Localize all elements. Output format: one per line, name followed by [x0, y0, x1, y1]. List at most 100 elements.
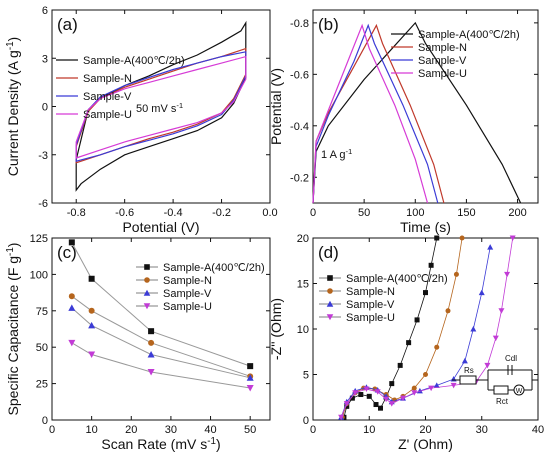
y-tick-label: -6	[38, 198, 48, 210]
data-point	[148, 339, 155, 346]
data-point	[68, 239, 75, 246]
data-point	[411, 385, 417, 391]
data-point	[509, 235, 516, 241]
gcd-curve	[312, 21, 522, 204]
panel-c: 0 10 20 30 40 50 0 25 50 75 100 125 Scan Rate (mV s-…	[5, 233, 271, 452]
cdl-label: Cdl	[505, 354, 517, 363]
panel-a: -0.8 -0.6 -0.4 -0.2 0.0 -6 -3 0 3 6 Potential (V) C…	[5, 5, 278, 235]
rs-label: Rs	[464, 366, 474, 375]
legend-marker	[326, 314, 334, 321]
panel-b: 0 50 100 150 200 -0.2 -0.4 -0.6 -0.8 Time (s) Pote…	[268, 9, 539, 235]
legend: Sample-A(400℃/2h)Sample-NSample-VSample-…	[391, 29, 520, 80]
data-point	[470, 326, 477, 332]
legend-marker	[326, 300, 334, 307]
series-line	[71, 242, 251, 367]
x-tick-label: 40	[204, 424, 216, 436]
legend-label: Sample-N	[346, 286, 395, 298]
data-point	[246, 384, 254, 392]
x-tick-label: 100	[406, 207, 424, 219]
annotation: 50 mV s-1	[136, 101, 183, 116]
y-tick-label: -0.2	[290, 172, 309, 184]
data-point	[383, 396, 390, 403]
plot-frame	[312, 9, 539, 204]
data-point	[478, 289, 485, 296]
data-point	[492, 335, 499, 342]
x-axis-label: Potential (V)	[122, 219, 199, 235]
panel-label: (c)	[57, 243, 77, 262]
x-tick-label: 0.0	[262, 207, 277, 219]
legend-label: Sample-A(400℃/2h)	[346, 273, 448, 285]
rs-resistor	[459, 375, 477, 385]
y-tick-label: 5	[303, 370, 309, 382]
x-tick-label: -0.4	[164, 207, 183, 219]
y-tick-label: 3	[42, 53, 48, 65]
data-point	[247, 363, 254, 370]
legend-label: Sample-V	[346, 299, 395, 311]
series-line	[341, 237, 463, 418]
x-tick-label: 0	[310, 424, 316, 436]
data-point	[434, 344, 440, 350]
legend-marker	[144, 264, 150, 270]
warburg-label: W	[516, 388, 523, 395]
y-axis-label: Potential (V)	[268, 68, 284, 145]
legend-label: Sample-A(400℃/2h)	[83, 55, 185, 67]
panel-label: (a)	[57, 15, 78, 34]
y-tick-label: -0.8	[290, 18, 309, 30]
legend: Sample-A(400℃/2h)Sample-NSample-VSample-…	[136, 262, 265, 313]
legend-marker	[327, 288, 333, 294]
x-tick-label: 20	[419, 424, 431, 436]
data-point	[88, 307, 95, 314]
data-point	[68, 304, 76, 311]
x-tick-label: 20	[125, 424, 137, 436]
panel-label: (b)	[318, 15, 339, 34]
x-tick-label: 150	[457, 207, 475, 219]
x-axis-label: Z' (Ohm)	[398, 436, 453, 452]
data-point	[366, 393, 372, 399]
legend-label: Sample-U	[83, 109, 132, 121]
data-point	[484, 362, 491, 369]
x-tick-label: 10	[363, 424, 375, 436]
data-point	[363, 386, 370, 393]
x-axis-label: Time (s)	[400, 219, 451, 235]
data-point	[378, 405, 383, 411]
y-axis-label: Current Density (A g-1)	[5, 37, 22, 176]
data-point	[428, 385, 435, 392]
x-tick-label: 0	[310, 207, 316, 219]
legend-label: Sample-U	[418, 68, 467, 80]
y-tick-label: 75	[36, 306, 48, 318]
y-tick-label: 15	[297, 279, 309, 291]
legend-marker	[143, 303, 151, 310]
data-point	[461, 357, 468, 364]
legend-label: Sample-V	[83, 91, 132, 103]
legend-label: Sample-A(400℃/2h)	[163, 262, 265, 274]
equivalent-circuit: Rs Cdl Rct W	[452, 354, 538, 406]
rct-resistor	[493, 385, 509, 395]
series-line	[71, 307, 251, 379]
data-point	[88, 275, 95, 282]
data-point	[246, 374, 254, 381]
y-tick-label: 125	[30, 233, 48, 245]
legend-label: Sample-U	[346, 312, 395, 324]
legend-label: Sample-V	[163, 288, 212, 300]
data-point	[338, 414, 345, 421]
legend: Sample-A(400℃/2h)Sample-NSample-VSample-…	[319, 273, 448, 324]
y-tick-label: 25	[36, 379, 48, 391]
data-point	[453, 271, 459, 277]
cv-loop	[75, 55, 247, 159]
legend-marker	[327, 275, 333, 281]
x-tick-label: 50	[358, 207, 370, 219]
y-tick-label: 0	[303, 415, 309, 427]
y-tick-label: 0	[42, 102, 48, 114]
y-tick-label: 10	[297, 324, 309, 336]
data-point	[147, 350, 155, 358]
y-tick-label: -0.6	[290, 69, 309, 81]
legend: Sample-A(400℃/2h) Sample-N Sample-V Sample-…	[56, 55, 185, 121]
data-point	[397, 362, 403, 368]
x-tick-label: -0.6	[115, 207, 134, 219]
x-tick-label: 50	[244, 424, 256, 436]
y-tick-label: 50	[36, 342, 48, 354]
legend-label: Sample-N	[83, 73, 132, 85]
annotation: 1 A g-1	[321, 147, 352, 162]
data-point	[358, 392, 364, 398]
data-point	[389, 381, 395, 387]
